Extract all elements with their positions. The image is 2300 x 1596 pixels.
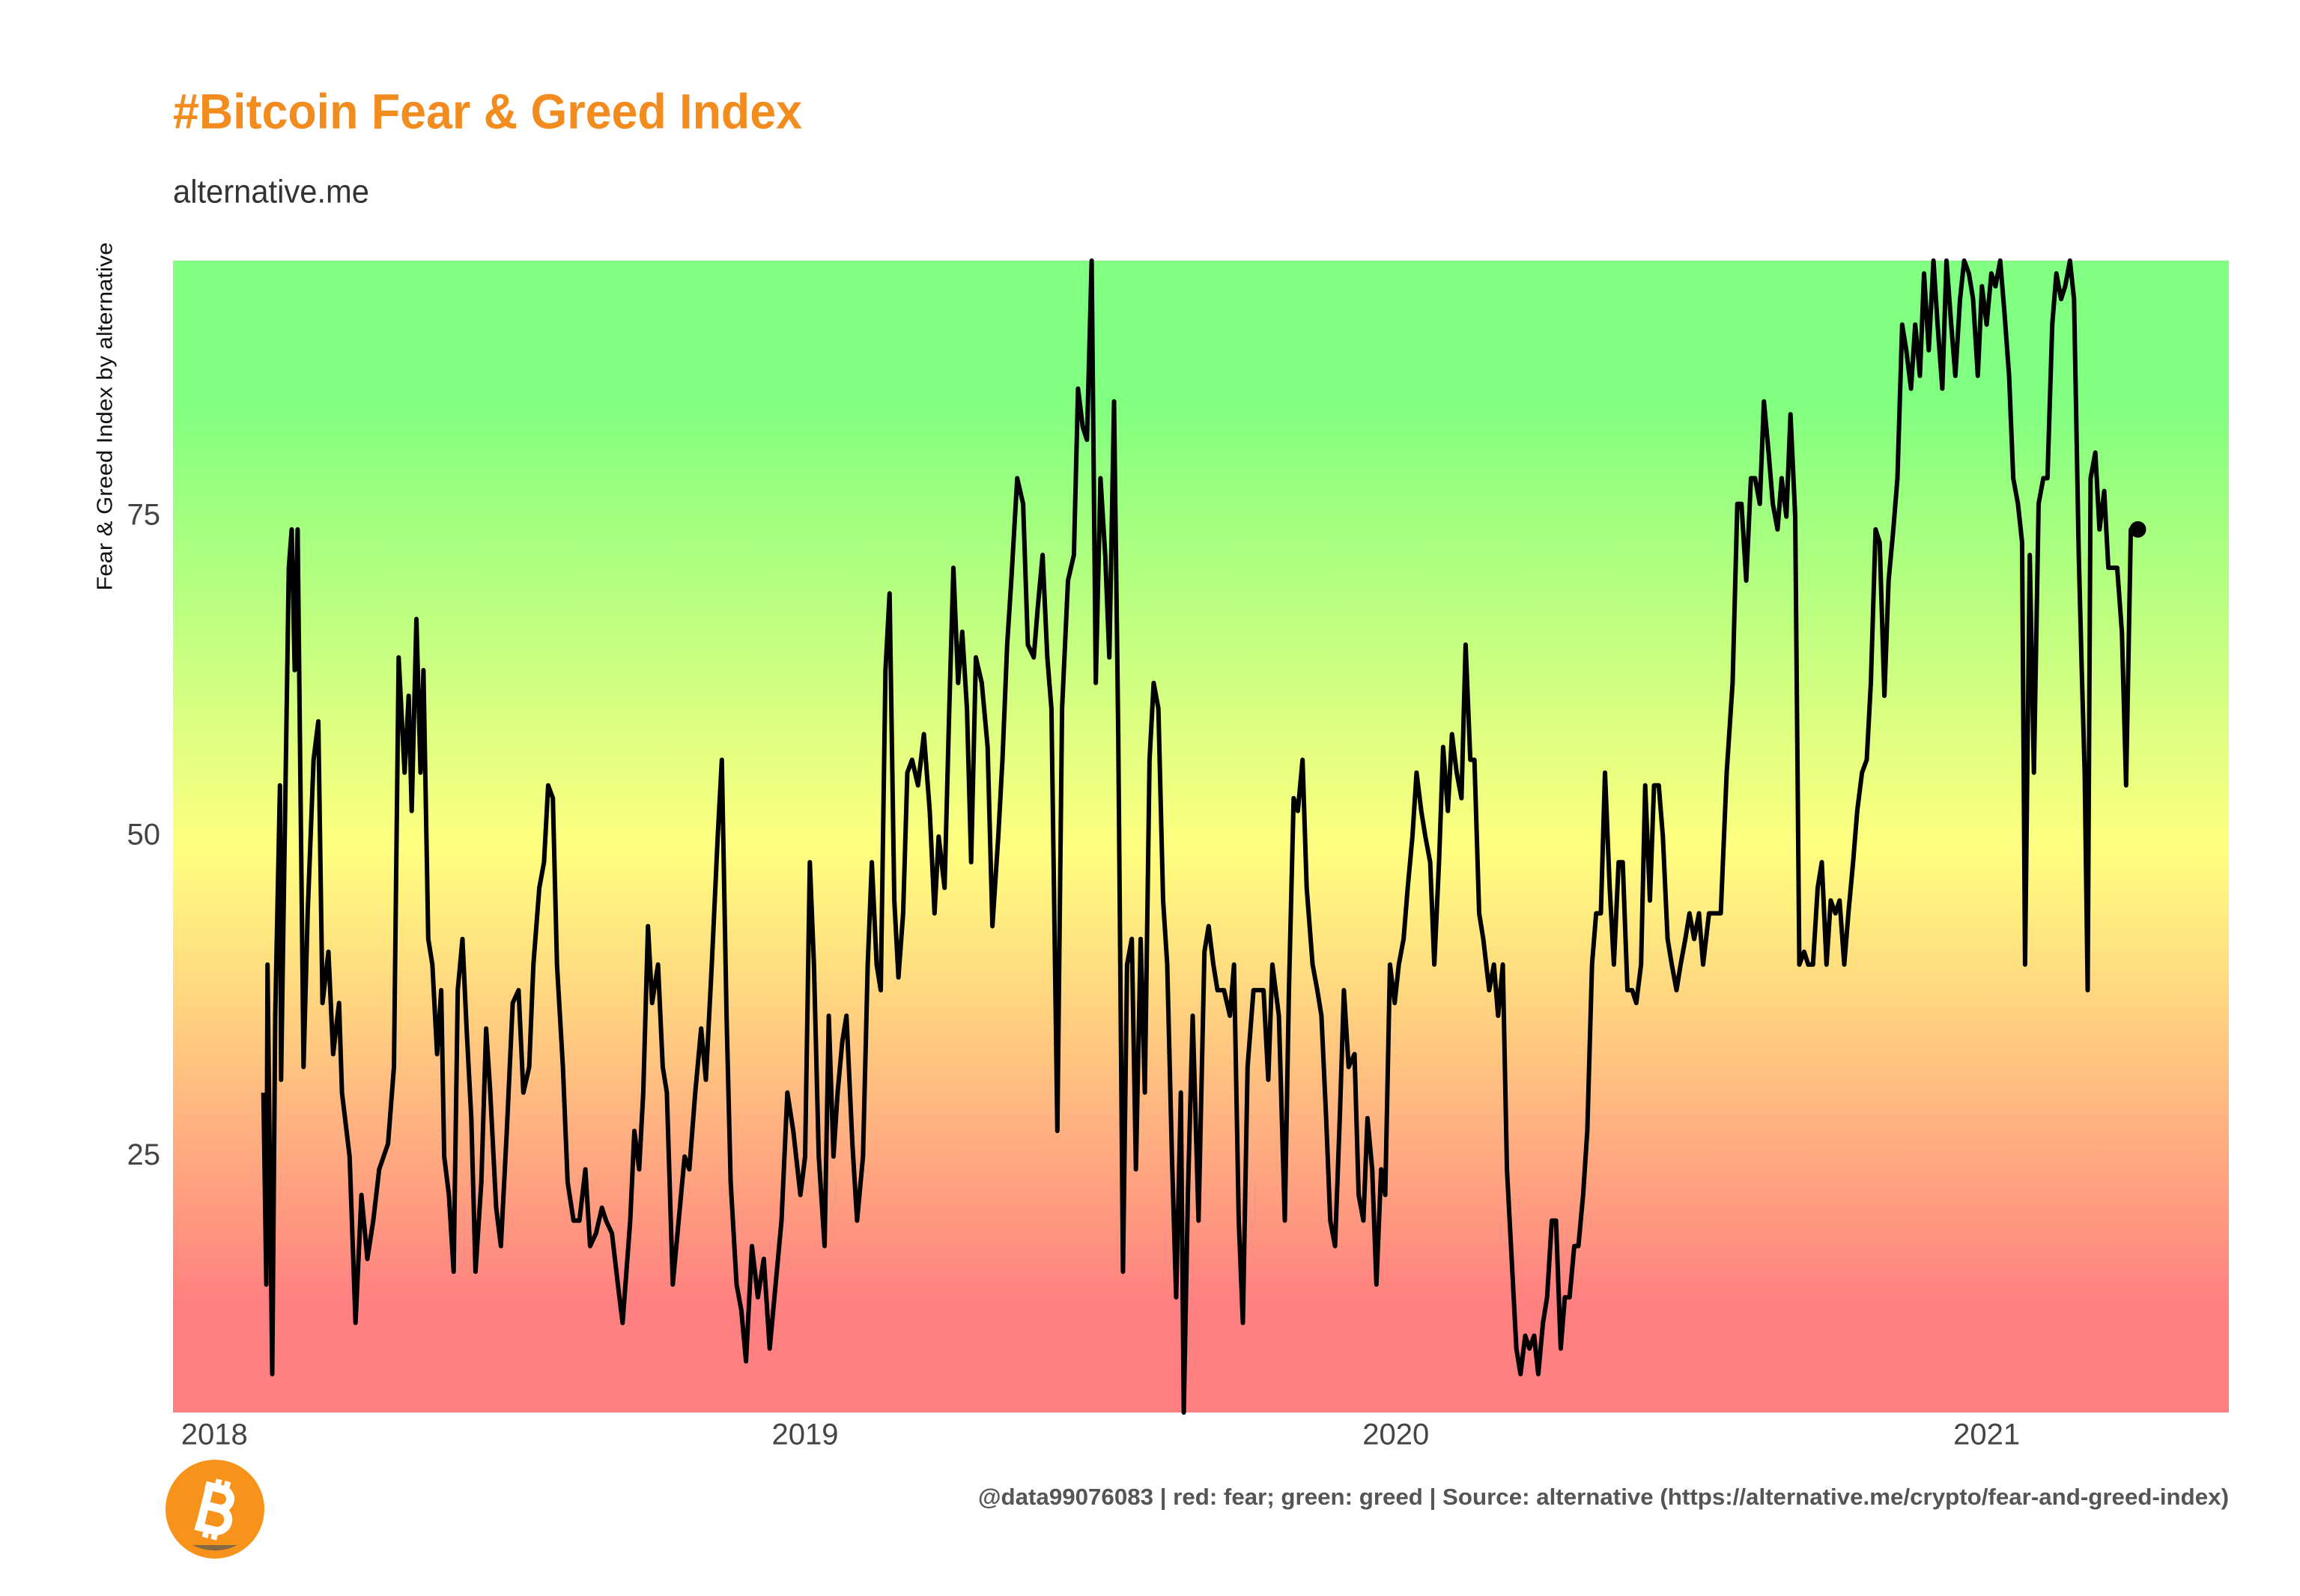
x-tick-label: 2018: [181, 1419, 248, 1451]
x-tick-label: 2020: [1362, 1419, 1429, 1451]
chart-subtitle: alternative.me: [173, 174, 369, 210]
logo-b-shape: [194, 1481, 234, 1535]
bitcoin-logo: [166, 1460, 264, 1559]
plot-background: [173, 261, 2229, 1413]
y-tick-label: 25: [127, 1138, 161, 1171]
y-axis-label: Fear & Greed Index by alternative: [94, 243, 118, 591]
y-tick-label: 75: [127, 498, 161, 531]
chart-title: #Bitcoin Fear & Greed Index: [173, 83, 802, 139]
caption: @data99076083 | red: fear; green: greed …: [978, 1484, 2229, 1510]
index-line: [261, 258, 2138, 1415]
logo-b-bars: [201, 1478, 231, 1541]
logo-shade: [192, 1545, 237, 1551]
x-tick-label: 2019: [772, 1419, 839, 1451]
y-tick-label: 50: [127, 819, 161, 852]
last-point: [2129, 521, 2146, 538]
logo-b: [194, 1478, 234, 1541]
x-tick-label: 2021: [1953, 1419, 2020, 1451]
